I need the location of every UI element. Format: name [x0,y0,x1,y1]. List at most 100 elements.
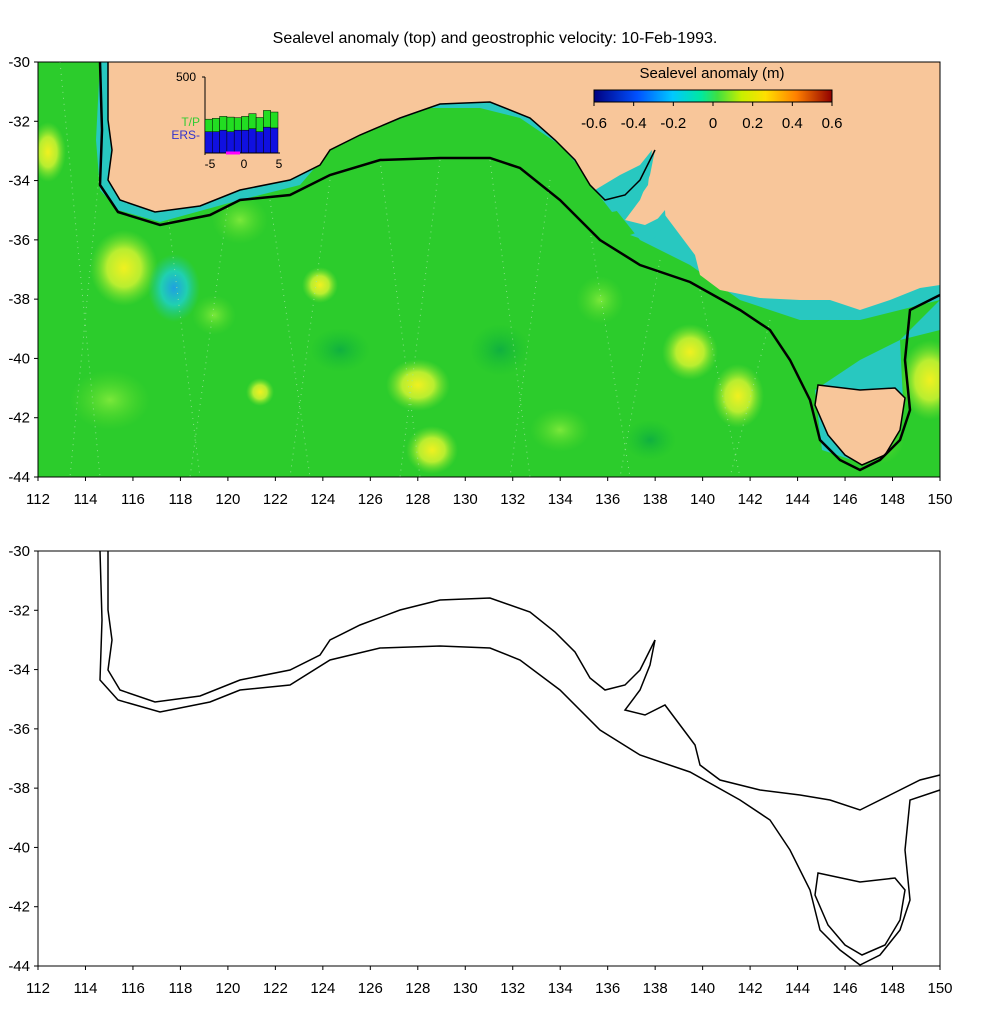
inset-bar-ers [255,131,264,154]
bottom-y-axis: -30 -32 -34 -36 -38 -40 -42 -44 [8,543,38,975]
inset-xtick-0: 0 [241,157,248,171]
coastline [107,62,656,213]
bottom-coastline-tasmania [814,872,906,956]
colorbar-tick-label: 0.4 [782,115,803,132]
x-tick-label: 138 [643,491,668,508]
x-tick-label: 136 [595,491,620,508]
y-tick-label: -44 [8,958,30,975]
bottom-map-frame [37,550,941,967]
anomaly-features [38,122,940,474]
land-tasmania [815,385,905,465]
x-tick-label: 120 [215,491,240,508]
inset-series-ers: ERS- [171,128,200,142]
x-tick-label: 116 [121,980,145,997]
colorbar-tick-label: -0.6 [581,115,607,132]
bottom-coastline-south [623,639,941,811]
y-tick-label: -40 [8,350,30,367]
x-tick-label: 132 [500,980,525,997]
x-tick-label: 138 [643,980,668,997]
gulf-st-vincent [630,210,666,242]
x-tick-label: 130 [453,491,478,508]
x-tick-label: 134 [548,491,573,508]
inset-bar-ers [204,131,213,154]
top-map-panel [38,62,940,477]
y-tick-label: -34 [8,173,30,190]
x-tick-label: 116 [121,491,145,508]
x-tick-label: 124 [310,491,335,508]
inset-bar-tp [248,113,257,129]
y-tick-label: -36 [8,721,30,738]
figure-title: Sealevel anomaly (top) and geostrophic v… [272,30,718,47]
x-tick-label: 134 [548,980,573,997]
x-tick-label: 148 [880,980,905,997]
x-tick-label: 148 [880,491,905,508]
coastline-tasmania [814,384,906,466]
x-tick-label: 128 [405,980,430,997]
y-tick-label: -36 [8,232,30,249]
inset-bar-ers [212,131,220,154]
inset-bar-ers [263,126,271,154]
inset-bars [204,110,279,154]
inset-bar-tp [263,110,271,128]
y-tick-label: -32 [8,602,30,619]
inset-bar-tp [226,116,235,132]
x-tick-label: 120 [215,980,240,997]
colorbar-label: Sealevel anomaly (m) [639,65,784,82]
inset-bar-ers [226,131,235,154]
y-tick-label: -38 [8,780,30,797]
x-tick-label: 114 [74,491,98,508]
top-x-axis: 112 114 116 118 120 122 124 126 128 130 132 134 136 1… [26,477,953,508]
bottom-x-axis: 112 114 116 118 120 122 124 126 128 130 132 134 136 1… [26,966,953,997]
y-tick-label: -38 [8,291,30,308]
inset-bar-tp [233,117,242,131]
y-tick-label: -30 [8,54,30,71]
spencer-gulf [595,150,652,212]
inset-bar-tp [270,111,279,129]
inset-series-tp: T/P [181,115,200,129]
bottom-map-panel [37,550,941,967]
x-tick-label: 128 [405,491,430,508]
x-tick-label: 142 [738,980,763,997]
inset-xtick-neg5: -5 [205,157,216,171]
x-tick-label: 114 [74,980,98,997]
colorbar-gradient [593,89,833,103]
y-tick-label: -34 [8,662,30,679]
x-tick-label: 112 [26,980,50,997]
x-tick-label: 130 [453,980,478,997]
colorbar-tick-label: 0 [709,115,717,132]
x-tick-label: 118 [168,491,192,508]
colorbar-tick-label: -0.2 [660,115,686,132]
colorbar-ticks: -0.6 -0.4 -0.2 0 0.2 0.4 0.6 [581,102,842,132]
x-tick-label: 122 [263,980,288,997]
x-tick-label: 122 [263,491,288,508]
inset-bar-ers [233,129,242,154]
colorbar-tick-label: -0.4 [621,115,647,132]
shelf-break-contour [98,62,940,472]
x-tick-label: 118 [168,980,192,997]
track-inset: 500 T/P ERS- -5 0 5 [171,70,282,171]
x-tick-label: 144 [785,980,810,997]
inset-bar-tp [219,116,228,131]
colorbar-tick-label: 0.2 [742,115,763,132]
x-tick-label: 146 [833,980,858,997]
x-tick-label: 126 [358,980,383,997]
bottom-shelf-break-contour [99,550,941,966]
x-tick-label: 146 [833,491,858,508]
x-tick-label: 126 [358,491,383,508]
x-tick-label: 112 [26,491,50,508]
inset-bar-tp [241,116,250,131]
x-tick-label: 150 [927,491,952,508]
x-tick-label: 136 [595,980,620,997]
inset-bar-tp [204,118,213,132]
colorbar-tick-label: 0.6 [822,115,843,132]
y-tick-label: -32 [8,113,30,130]
x-tick-label: 144 [785,491,810,508]
colorbar: Sealevel anomaly (m) -0.6 -0.4 -0.2 0 0.2 0.4… [581,65,842,132]
x-tick-label: 140 [690,491,715,508]
inset-bar-ers [219,129,228,154]
x-tick-label: 150 [927,980,952,997]
x-tick-label: 132 [500,491,525,508]
x-tick-label: 124 [310,980,335,997]
top-map-frame [37,61,941,478]
